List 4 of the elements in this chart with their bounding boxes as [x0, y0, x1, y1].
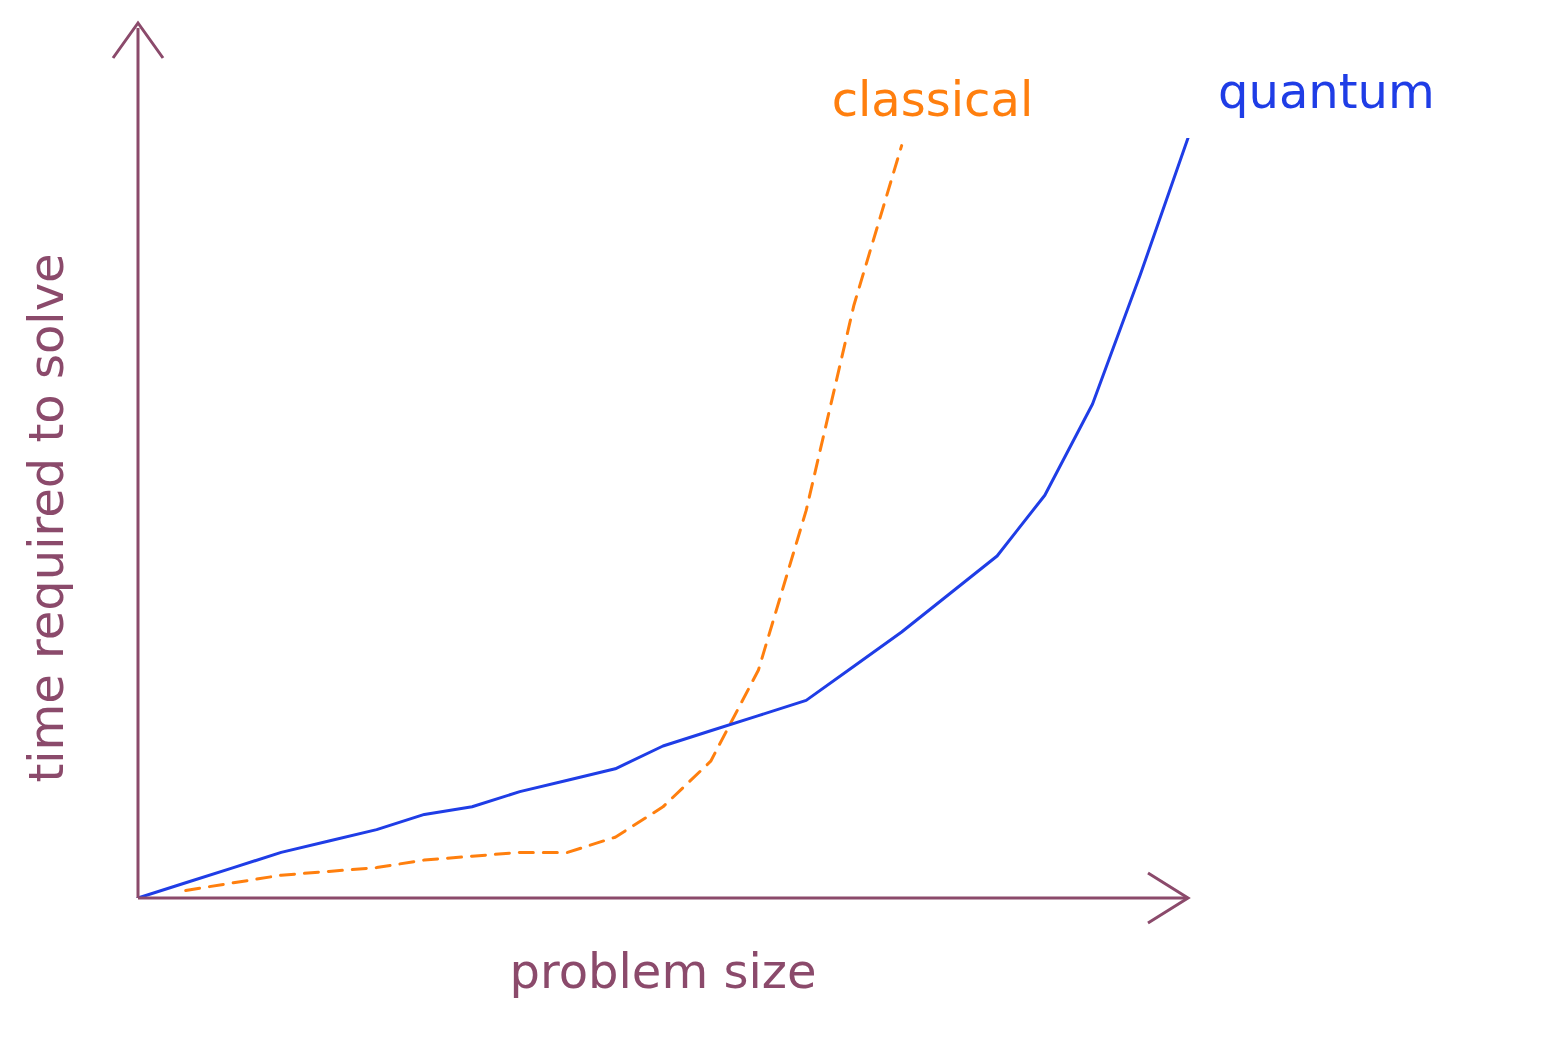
y-axis-title: time required to solve — [18, 253, 74, 783]
x-axis-title: problem size — [509, 943, 817, 999]
series-label: classical — [831, 70, 1034, 127]
series-label: quantum — [1218, 63, 1435, 119]
